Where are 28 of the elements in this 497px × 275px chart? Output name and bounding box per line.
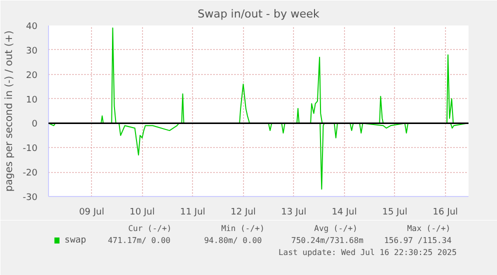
x-tick-label: 10 Jul xyxy=(130,208,155,218)
chart-title: Swap in/out - by week xyxy=(198,8,320,20)
text: 750.24m/731.68m xyxy=(291,236,364,245)
x-tick-label: 14 Jul xyxy=(332,208,357,218)
x-tick-label: 13 Jul xyxy=(281,208,306,218)
y-tick-label: 40 xyxy=(26,22,38,32)
text: Cur (-/+) xyxy=(128,224,172,233)
legend-label: swap xyxy=(64,236,86,246)
text: 471.17m/ 0.00 xyxy=(108,236,171,245)
x-tick-label: 15 Jul xyxy=(382,208,408,218)
y-tick-label: -20 xyxy=(22,168,38,179)
y-tick-label: 20 xyxy=(26,70,38,81)
y-tick-label: 30 xyxy=(26,46,38,56)
text: Last update: Wed Jul 16 22:30:25 2025 xyxy=(278,248,457,257)
text: 156.97 /115.34 xyxy=(384,236,452,245)
text: Avg (-/+) xyxy=(314,224,358,233)
y-tick-label: 0 xyxy=(32,120,38,130)
x-tick-label: 09 Jul xyxy=(79,208,104,218)
x-tick-label: 12 Jul xyxy=(230,208,256,218)
y-tick-label: -30 xyxy=(22,193,38,203)
x-tick-label: 16 Jul xyxy=(432,208,458,218)
text: Max (-/+) xyxy=(407,224,450,233)
text: Min (-/+) xyxy=(221,224,265,233)
y-tick-label: -10 xyxy=(22,144,38,154)
y-axis-title: pages per second in (-) / out (+) xyxy=(4,30,15,192)
y-tick-label: 10 xyxy=(26,95,38,106)
x-tick-label: 11 Jul xyxy=(180,208,206,218)
text: 94.80m/ 0.00 xyxy=(204,236,262,245)
